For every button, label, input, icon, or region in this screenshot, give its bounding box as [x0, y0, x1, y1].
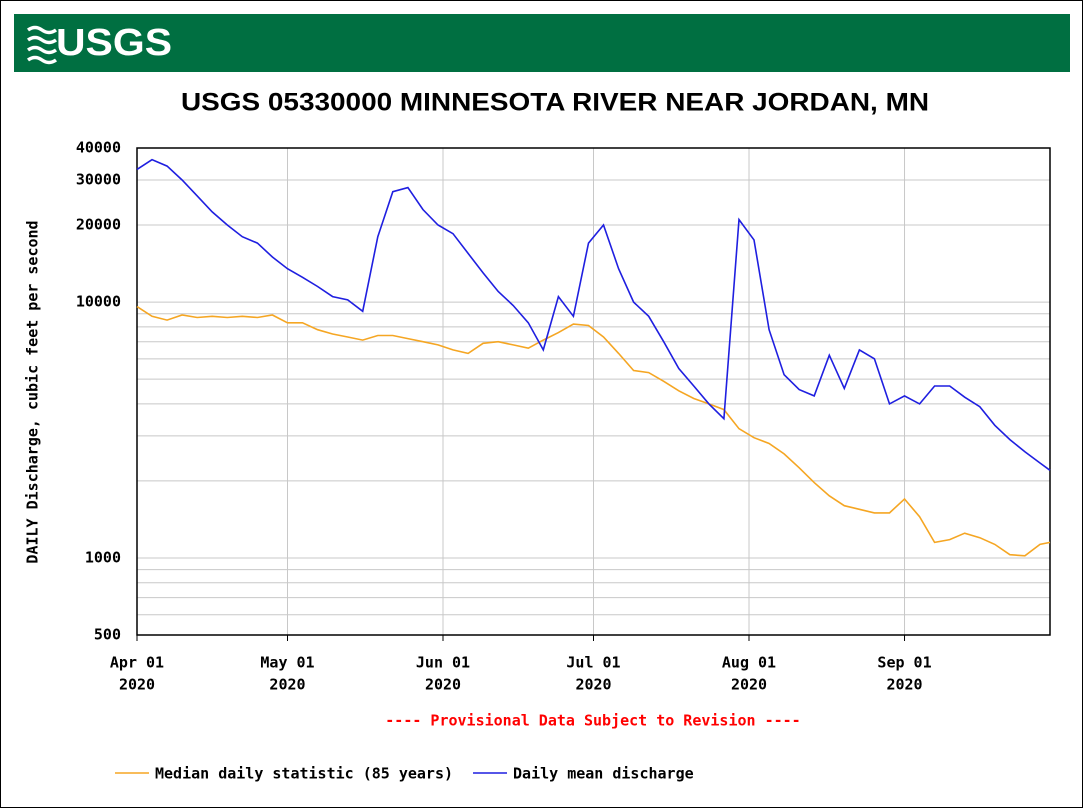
- x-tick-label: Aug 01: [722, 654, 776, 672]
- header-bar: [14, 14, 1070, 72]
- x-tick-label: May 01: [260, 654, 314, 672]
- x-tick-label: Apr 01: [110, 654, 164, 672]
- y-tick-label: 500: [94, 626, 121, 644]
- x-tick-label: Jul 01: [566, 654, 620, 672]
- y-tick-label: 10000: [76, 293, 121, 311]
- x-tick-label: 2020: [269, 676, 305, 694]
- plot-border: [136, 147, 1051, 636]
- chart-title: USGS 05330000 MINNESOTA RIVER NEAR JORDA…: [181, 89, 929, 117]
- x-tick-label: 2020: [119, 676, 155, 694]
- legend-label: Median daily statistic (85 years): [155, 765, 453, 783]
- legend-label: Daily mean discharge: [513, 765, 694, 783]
- y-tick-label: 1000: [85, 548, 121, 566]
- y-axis-label: DAILY Discharge, cubic feet per second: [24, 220, 42, 563]
- logo: USGS: [56, 22, 172, 64]
- y-tick-label: 40000: [76, 139, 121, 157]
- series-line: [136, 305, 1051, 557]
- x-tick-label: Jun 01: [416, 654, 470, 672]
- annotation: ---- Provisional Data Subject to Revisio…: [385, 712, 800, 730]
- x-tick-label: 2020: [731, 676, 767, 694]
- logo-waves: [26, 25, 58, 65]
- x-tick-label: 2020: [425, 676, 461, 694]
- y-tick-label: 30000: [76, 170, 121, 188]
- x-tick-label: 2020: [575, 676, 611, 694]
- y-tick-label: 20000: [76, 216, 121, 234]
- x-tick-label: Sep 01: [877, 654, 931, 672]
- series-line: [136, 158, 1051, 471]
- x-tick-label: 2020: [886, 676, 922, 694]
